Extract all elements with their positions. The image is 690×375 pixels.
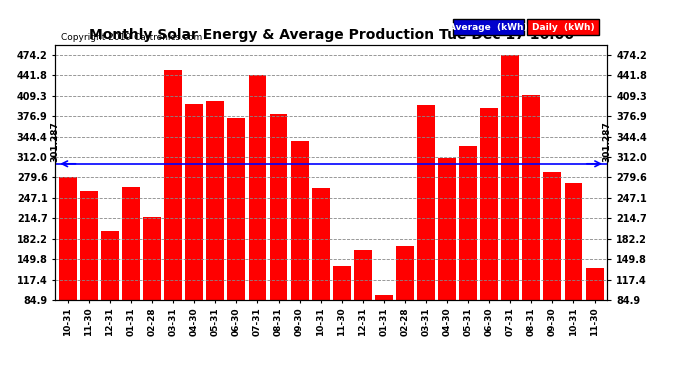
- Bar: [143, 216, 161, 354]
- Bar: [586, 268, 604, 354]
- Bar: [186, 104, 204, 354]
- Text: 262.248: 262.248: [317, 319, 324, 352]
- Text: 380.696: 380.696: [275, 319, 282, 352]
- Text: 474.200: 474.200: [507, 320, 513, 352]
- FancyBboxPatch shape: [453, 19, 524, 36]
- Text: 287.788: 287.788: [549, 319, 555, 352]
- Text: 92.564: 92.564: [381, 324, 387, 352]
- Bar: [206, 101, 224, 354]
- Bar: [333, 266, 351, 354]
- Text: Average  (kWh): Average (kWh): [449, 22, 528, 32]
- Text: 194.952: 194.952: [107, 319, 113, 352]
- Text: 337.200: 337.200: [297, 320, 303, 352]
- Bar: [438, 158, 456, 354]
- Text: 164.112: 164.112: [359, 319, 366, 352]
- Bar: [59, 177, 77, 354]
- Text: 136.384: 136.384: [591, 319, 598, 352]
- Bar: [270, 114, 288, 354]
- Bar: [564, 183, 582, 354]
- Text: 301.287: 301.287: [602, 121, 612, 162]
- Bar: [522, 94, 540, 354]
- Text: 311.224: 311.224: [444, 320, 450, 352]
- Text: 217.506: 217.506: [149, 319, 155, 352]
- FancyBboxPatch shape: [527, 19, 599, 36]
- Text: Copyright 2019 Cartronics.com: Copyright 2019 Cartronics.com: [61, 33, 202, 42]
- Bar: [354, 250, 372, 354]
- Text: 396.232: 396.232: [191, 319, 197, 352]
- Text: 270.632: 270.632: [571, 319, 576, 352]
- Text: 395.168: 395.168: [423, 319, 429, 352]
- Text: 451.044: 451.044: [170, 319, 176, 352]
- Bar: [396, 246, 414, 354]
- Text: 170.356: 170.356: [402, 319, 408, 352]
- Text: 373.688: 373.688: [233, 319, 239, 352]
- Bar: [122, 187, 140, 354]
- Bar: [480, 108, 498, 354]
- Text: 265.006: 265.006: [128, 319, 134, 352]
- Text: 443.072: 443.072: [255, 320, 260, 352]
- Bar: [80, 191, 98, 354]
- Text: 411.212: 411.212: [529, 320, 534, 352]
- Text: 301.287: 301.287: [50, 121, 60, 162]
- Bar: [459, 146, 477, 354]
- Text: 257.738: 257.738: [86, 319, 92, 352]
- Text: 401.064: 401.064: [213, 319, 218, 352]
- Bar: [417, 105, 435, 354]
- Text: 139.104: 139.104: [339, 319, 345, 352]
- Bar: [290, 141, 308, 354]
- Title: Monthly Solar Energy & Average Production Tue Dec 17 16:06: Monthly Solar Energy & Average Productio…: [89, 28, 573, 42]
- Bar: [164, 69, 182, 354]
- Bar: [248, 75, 266, 354]
- Bar: [312, 188, 330, 354]
- Bar: [228, 118, 246, 354]
- Text: 330.000: 330.000: [465, 320, 471, 352]
- Text: 280.476: 280.476: [65, 319, 71, 352]
- Text: Daily  (kWh): Daily (kWh): [532, 22, 594, 32]
- Bar: [375, 295, 393, 354]
- Bar: [544, 172, 562, 354]
- Bar: [502, 55, 520, 354]
- Text: 389.800: 389.800: [486, 319, 492, 352]
- Bar: [101, 231, 119, 354]
